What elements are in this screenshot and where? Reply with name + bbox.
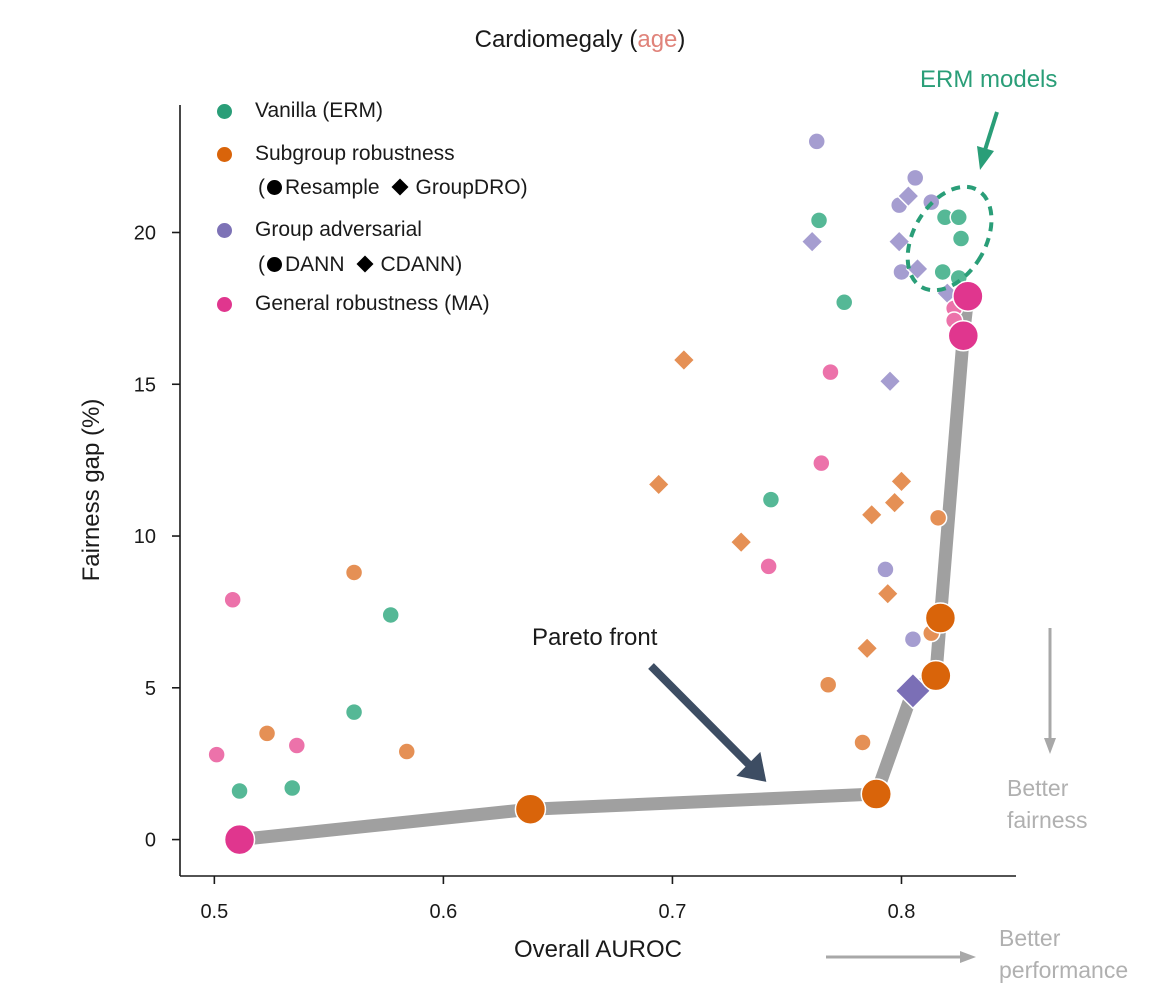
point-cdann [800,229,824,254]
pareto-point [920,659,952,692]
point-vanilla-erm [834,293,854,312]
y-axis-label: Fairness gap (%) [78,398,105,582]
y-tick-label: 15 [134,374,156,396]
point-groupdro [729,530,753,554]
point-vanilla-erm [282,778,302,798]
point-cdann [896,184,921,208]
circle-marker-icon [267,257,282,272]
pareto-arrow-head [736,751,767,782]
x-tick-label: 0.8 [888,901,916,923]
point-dann [807,132,826,151]
point-vanilla-erm [381,605,400,625]
point-groupdro [889,469,914,494]
legend-marker [217,147,232,162]
chart-title: Cardiomegaly (age) [474,26,686,53]
legend-marker [217,297,232,312]
x-tick-label: 0.6 [429,901,457,923]
legend-marker [217,223,232,238]
pareto-point [952,280,984,312]
point-vanilla-erm [951,229,971,248]
point-vanilla-erm [761,490,781,509]
point-resample [853,733,872,752]
data-points [207,132,971,801]
x-axis-label: Overall AUROC [513,936,683,963]
legend-label: Subgroup robustness [255,142,455,165]
point-dann [903,629,923,649]
point-cdann [905,257,930,281]
pareto-point [514,793,547,825]
point-resample [818,675,838,695]
point-vanilla-erm [344,702,364,722]
point-general-robustness-ma [207,745,226,764]
x-tick-label: 0.7 [659,901,687,923]
diamond-marker-icon [391,178,409,196]
legend-label: Group adversarial [255,218,422,241]
circle-marker-icon [267,180,282,195]
point-groupdro [882,490,907,515]
pareto-point [924,602,957,634]
point-groupdro [855,636,879,661]
x-axis-ticks: 0.5 0.6 0.7 0.8 [200,876,915,923]
pareto-point [223,823,256,856]
legend-marker-note-adversarial: (DANN CDANN) [258,253,463,276]
axes [179,105,1016,877]
point-resample [344,563,364,582]
legend-marker [217,104,232,119]
pareto-point [947,319,980,352]
erm-models-label: ERM models [920,66,1058,93]
point-resample [397,742,417,761]
point-vanilla-erm [809,211,829,230]
point-groupdro [876,582,900,606]
diamond-marker-icon [356,255,374,273]
y-tick-label: 5 [145,678,156,700]
pareto-point [860,778,893,810]
erm-arrow-shaft [983,111,999,151]
point-groupdro [647,472,671,497]
point-vanilla-erm [949,208,968,227]
erm-arrow-head [977,146,994,170]
x-tick-label: 0.5 [200,901,228,923]
better-performance-arrow-head [960,951,976,963]
point-general-robustness-ma [812,453,831,473]
legend-marker-note-subgroup: (Resample GroupDRO) [258,176,528,199]
point-general-robustness-ma [287,736,307,755]
better-fairness-arrow-head [1044,738,1056,754]
point-general-robustness-ma [223,590,242,610]
y-tick-label: 10 [134,526,156,548]
y-tick-label: 0 [145,830,156,852]
point-resample [928,508,948,528]
point-general-robustness-ma [821,362,840,382]
y-tick-label: 20 [134,222,156,244]
point-dann [876,560,895,579]
point-groupdro [672,348,696,372]
erm-models-ellipse [905,184,994,293]
point-dann [905,168,925,188]
point-vanilla-erm [230,781,249,801]
point-cdann [878,369,902,393]
point-general-robustness-ma [759,557,778,576]
legend-label: Vanilla (ERM) [255,99,383,122]
point-cdann [887,229,911,254]
better-fairness-label: Better fairness [1007,775,1088,833]
title-highlight: age [637,26,678,53]
pareto-front-label: Pareto front [532,624,658,651]
point-resample [257,724,277,743]
better-performance-label: Better performance [999,925,1129,983]
pareto-arrow-shaft [648,663,756,771]
point-groupdro [860,503,884,527]
legend-label: General robustness (MA) [255,292,490,315]
annotations [648,111,1056,963]
y-axis-ticks: 0 5 10 15 20 [134,222,180,852]
point-vanilla-erm [933,262,952,282]
pareto-points [223,280,984,856]
